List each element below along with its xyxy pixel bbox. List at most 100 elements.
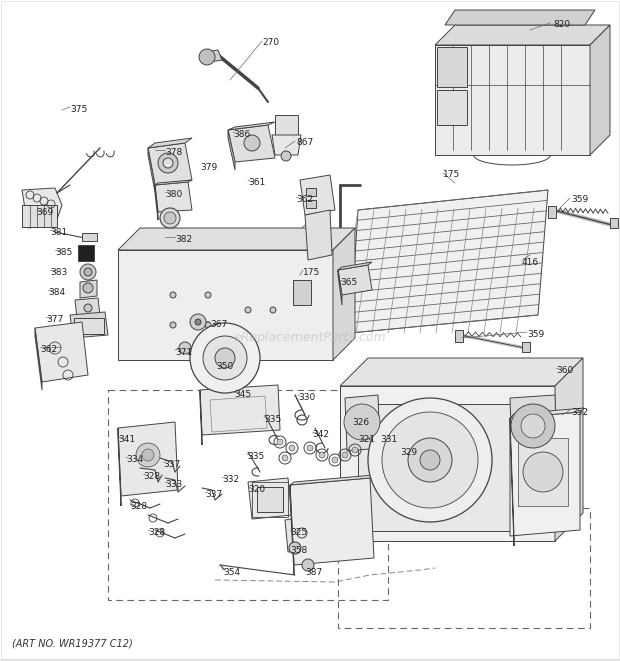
Text: 350: 350 <box>216 362 233 371</box>
Bar <box>437 90 467 125</box>
Text: 377: 377 <box>46 315 63 324</box>
FancyArrowPatch shape <box>198 362 213 365</box>
Polygon shape <box>118 422 178 496</box>
Polygon shape <box>248 478 292 519</box>
Text: 354: 354 <box>223 568 240 577</box>
Circle shape <box>282 455 288 461</box>
Circle shape <box>281 151 291 161</box>
Polygon shape <box>148 138 192 148</box>
Circle shape <box>83 283 93 293</box>
Circle shape <box>332 457 338 463</box>
Text: 387: 387 <box>305 568 322 577</box>
Polygon shape <box>300 175 335 215</box>
Text: 386: 386 <box>233 130 250 139</box>
Text: 375: 375 <box>70 105 87 114</box>
Polygon shape <box>510 418 514 546</box>
Polygon shape <box>340 386 555 541</box>
Polygon shape <box>35 322 88 382</box>
Circle shape <box>277 439 283 445</box>
Polygon shape <box>228 125 275 162</box>
Text: 380: 380 <box>165 190 182 199</box>
Text: 326: 326 <box>352 418 369 427</box>
Polygon shape <box>555 358 583 541</box>
Circle shape <box>344 404 380 440</box>
Polygon shape <box>118 228 355 250</box>
Polygon shape <box>275 115 298 135</box>
Bar <box>293 280 311 305</box>
Text: 820: 820 <box>553 20 570 29</box>
Bar <box>108 390 388 600</box>
Text: 337: 337 <box>163 460 180 469</box>
Polygon shape <box>70 312 108 338</box>
Text: 378: 378 <box>165 148 182 157</box>
Polygon shape <box>155 180 192 185</box>
Text: 335: 335 <box>247 452 264 461</box>
Circle shape <box>307 445 313 451</box>
Polygon shape <box>285 515 322 552</box>
Text: 365: 365 <box>340 278 357 287</box>
Bar <box>78 245 94 261</box>
Circle shape <box>319 452 325 458</box>
Circle shape <box>205 322 211 328</box>
Polygon shape <box>290 485 294 575</box>
Circle shape <box>244 135 260 151</box>
Circle shape <box>205 292 211 298</box>
Circle shape <box>170 322 176 328</box>
Text: eReplacementParts.com: eReplacementParts.com <box>234 330 386 344</box>
Text: 383: 383 <box>50 268 67 277</box>
Polygon shape <box>155 182 192 212</box>
Bar <box>548 206 556 218</box>
Bar <box>518 438 568 506</box>
Text: 358: 358 <box>290 546 308 555</box>
Text: 329: 329 <box>400 448 417 457</box>
Text: 335: 335 <box>264 415 281 424</box>
Circle shape <box>420 450 440 470</box>
Polygon shape <box>228 122 275 130</box>
Circle shape <box>190 314 206 330</box>
Polygon shape <box>510 395 557 458</box>
Circle shape <box>80 264 96 280</box>
Polygon shape <box>35 328 42 390</box>
Circle shape <box>521 414 545 438</box>
FancyArrowPatch shape <box>231 338 244 345</box>
Circle shape <box>382 412 478 508</box>
Circle shape <box>195 319 201 325</box>
Circle shape <box>289 542 301 554</box>
Polygon shape <box>338 270 342 305</box>
Text: 359: 359 <box>527 330 544 339</box>
Bar <box>257 487 283 512</box>
Polygon shape <box>590 25 610 155</box>
Text: 385: 385 <box>55 248 73 257</box>
Text: 334: 334 <box>126 455 143 464</box>
Circle shape <box>158 153 178 173</box>
Bar <box>306 188 316 196</box>
Polygon shape <box>205 50 222 62</box>
Text: 175: 175 <box>303 268 321 277</box>
Circle shape <box>199 49 215 65</box>
Circle shape <box>179 342 191 354</box>
Polygon shape <box>200 385 280 435</box>
Bar <box>522 342 530 352</box>
Bar <box>338 508 590 628</box>
Polygon shape <box>118 428 121 506</box>
Circle shape <box>170 292 176 298</box>
Text: 381: 381 <box>50 228 67 237</box>
FancyArrowPatch shape <box>221 372 228 385</box>
Polygon shape <box>75 298 100 318</box>
Text: 867: 867 <box>296 138 313 147</box>
Polygon shape <box>22 188 62 228</box>
Circle shape <box>84 304 92 312</box>
Text: 320: 320 <box>248 485 265 494</box>
Polygon shape <box>358 404 537 531</box>
Polygon shape <box>510 412 580 536</box>
Polygon shape <box>148 148 155 192</box>
Circle shape <box>84 268 92 276</box>
Text: 341: 341 <box>118 435 135 444</box>
Bar <box>610 218 618 228</box>
Polygon shape <box>305 210 332 260</box>
Polygon shape <box>148 143 192 185</box>
Polygon shape <box>338 262 372 270</box>
Polygon shape <box>435 45 590 155</box>
Polygon shape <box>290 475 374 485</box>
Text: 328: 328 <box>130 502 147 511</box>
